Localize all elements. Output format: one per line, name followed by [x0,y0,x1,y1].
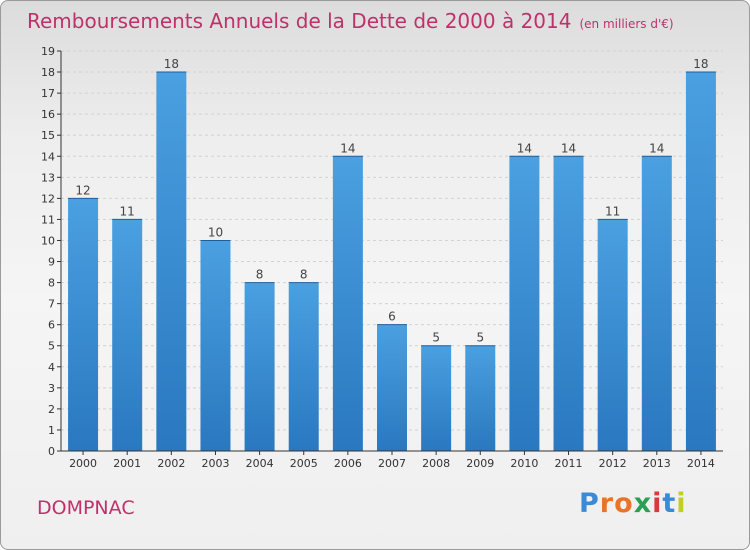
logo-letter: i [652,488,663,519]
y-tick-label: 0 [48,445,55,458]
x-tick-label: 2005 [290,457,318,470]
bar-value-label: 14 [649,141,664,155]
x-tick-label: 2006 [334,457,362,470]
x-tick-label: 2011 [555,457,583,470]
y-tick-label: 13 [41,171,55,184]
logo-letter: i [676,488,687,519]
x-tick-label: 2003 [201,457,229,470]
logo-letter: t [662,488,677,519]
x-tick-label: 2004 [246,457,274,470]
x-tick-label: 2012 [599,457,627,470]
y-tick-label: 17 [41,87,55,100]
x-tick-label: 2014 [687,457,715,470]
x-tick-label: 2008 [422,457,450,470]
y-tick-label: 2 [48,403,55,416]
bar [288,282,319,451]
logo-letter: x [633,488,653,519]
y-tick-label: 16 [41,108,55,121]
bar [641,156,672,451]
chart-title: Remboursements Annuels de la Dette de 20… [27,9,674,33]
bar-value-label: 18 [693,57,708,71]
bar-value-label: 14 [561,141,576,155]
y-tick-label: 5 [48,340,55,353]
y-tick-label: 7 [48,298,55,311]
bar-value-label: 12 [75,183,90,197]
bar-value-label: 8 [300,268,308,282]
bar-value-label: 10 [208,225,223,239]
y-tick-label: 15 [41,129,55,142]
bar [156,72,187,451]
x-tick-label: 2002 [157,457,185,470]
proxiti-logo: Proxiti [579,488,687,519]
chart-title-text: Remboursements Annuels de la Dette de 20… [27,9,572,33]
bar-value-label: 11 [605,204,620,218]
x-tick-label: 2013 [643,457,671,470]
y-tick-label: 9 [48,256,55,269]
bar [465,345,496,451]
bar-value-label: 5 [476,331,484,345]
y-tick-label: 4 [48,361,55,374]
bar [244,282,275,451]
y-tick-label: 11 [41,213,55,226]
bar-value-label: 6 [388,310,396,324]
bar [377,324,407,451]
y-tick-label: 8 [48,277,55,290]
bar [597,219,628,451]
bar-value-label: 18 [164,57,179,71]
bar [685,72,716,451]
bar [553,156,584,451]
bar [332,156,363,451]
y-tick-label: 6 [48,319,55,332]
x-tick-label: 2001 [113,457,141,470]
y-tick-label: 14 [41,150,55,163]
x-tick-label: 2007 [378,457,406,470]
y-tick-label: 10 [41,234,55,247]
logo-letter: P [579,488,600,519]
logo-letter: r [599,488,615,519]
bar-value-label: 11 [120,204,135,218]
bar-value-label: 8 [256,268,264,282]
bar [68,198,99,451]
y-tick-label: 3 [48,382,55,395]
bar [200,240,231,451]
bar-value-label: 14 [340,141,355,155]
bar [112,219,143,451]
town-name: DOMPNAC [37,497,135,519]
y-tick-label: 1 [48,424,55,437]
bar [421,345,452,451]
bar-value-label: 14 [517,141,532,155]
x-tick-label: 2010 [510,457,538,470]
y-tick-label: 12 [41,192,55,205]
bar-value-label: 5 [432,331,440,345]
y-tick-label: 19 [41,45,55,58]
chart-title-unit: (en milliers d'€) [579,17,674,31]
logo-letter: o [614,488,634,519]
x-tick-label: 2009 [466,457,494,470]
y-tick-label: 18 [41,66,55,79]
x-tick-label: 2000 [69,457,97,470]
bar [509,156,540,451]
